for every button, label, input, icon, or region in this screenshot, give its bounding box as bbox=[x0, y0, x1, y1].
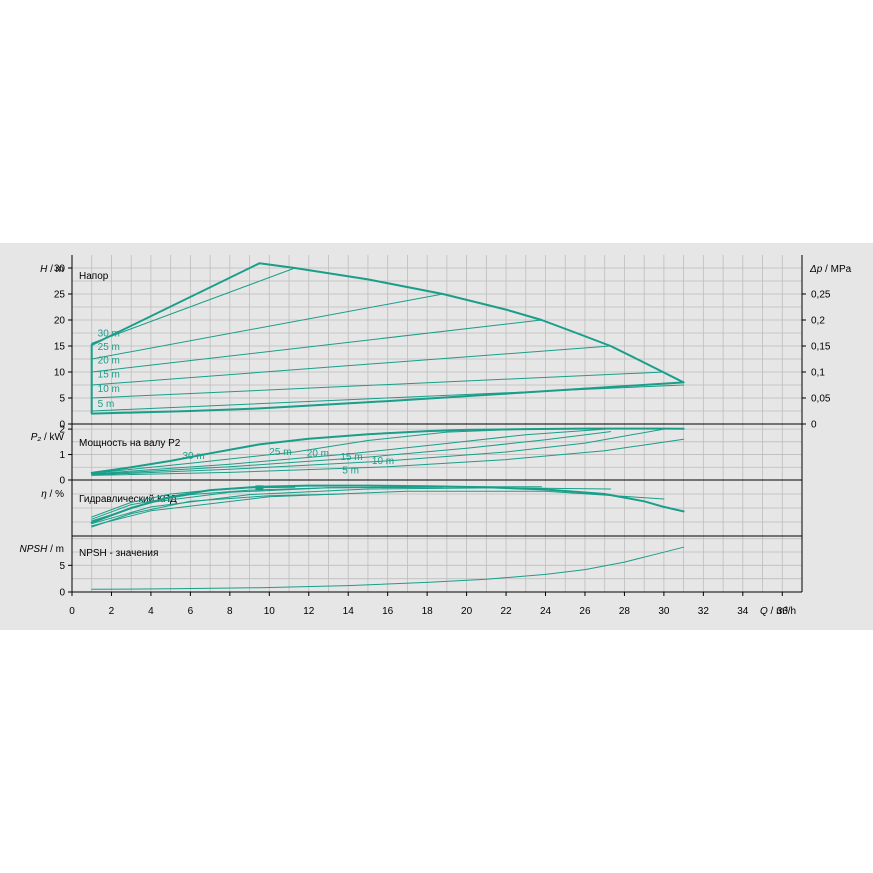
series-line bbox=[91, 428, 612, 475]
x-tick-label: 34 bbox=[737, 606, 749, 617]
series-line bbox=[91, 371, 665, 399]
x-tick-label: 14 bbox=[343, 606, 355, 617]
x-tick-label: 36 bbox=[777, 606, 789, 617]
curve-label: 25 m bbox=[98, 342, 120, 353]
y2-tick-label: 0 bbox=[811, 420, 817, 431]
y-tick-label: 5 bbox=[59, 394, 65, 405]
curve-label: 5 m bbox=[342, 466, 359, 477]
y-tick-label: 0 bbox=[59, 420, 65, 431]
x-tick-label: 28 bbox=[619, 606, 631, 617]
panel-title: Мощность на валу P2 bbox=[79, 438, 181, 449]
y-tick-label: 10 bbox=[54, 368, 66, 379]
x-tick-label: 0 bbox=[69, 606, 75, 617]
series-line bbox=[91, 293, 444, 360]
curve-label: 30 m bbox=[98, 329, 120, 340]
series-line bbox=[91, 267, 296, 344]
y-tick-label: 5 bbox=[59, 561, 65, 572]
curve-label: 25 m bbox=[269, 447, 291, 458]
y-tick-label: 0 bbox=[59, 476, 65, 487]
x-tick-label: 16 bbox=[382, 606, 394, 617]
curve-label: 10 m bbox=[98, 384, 120, 395]
series-line bbox=[91, 428, 527, 474]
series-line bbox=[90, 262, 685, 415]
y-tick-label: 25 bbox=[54, 290, 66, 301]
series-line bbox=[90, 427, 685, 474]
operating-point-marker bbox=[255, 485, 264, 491]
series-line bbox=[91, 428, 665, 476]
series-line bbox=[90, 484, 685, 524]
y-axis-label: H / m bbox=[40, 264, 64, 275]
y2-tick-label: 0,25 bbox=[811, 290, 831, 301]
y2-tick-label: 0,2 bbox=[811, 316, 825, 327]
series-line bbox=[91, 486, 543, 522]
y2-tick-label: 0,05 bbox=[811, 394, 831, 405]
x-tick-label: 24 bbox=[540, 606, 552, 617]
x-tick-label: 20 bbox=[461, 606, 473, 617]
curve-label: 30 m bbox=[182, 451, 204, 462]
panel-title: Напор bbox=[79, 271, 109, 282]
y-axis-label: η / % bbox=[41, 489, 64, 500]
panel-title: NPSH - значения bbox=[79, 548, 158, 559]
x-tick-label: 2 bbox=[109, 606, 115, 617]
y-tick-label: 0 bbox=[59, 588, 65, 599]
curve-label: 10 m bbox=[372, 456, 394, 467]
curve-label: 15 m bbox=[98, 370, 120, 381]
x-tick-label: 6 bbox=[188, 606, 194, 617]
series-line bbox=[91, 493, 345, 528]
x-axis-label: Q / m³/h bbox=[760, 606, 796, 617]
y-tick-label: 1 bbox=[59, 450, 65, 461]
x-tick-label: 32 bbox=[698, 606, 710, 617]
series-line bbox=[91, 345, 612, 386]
y-tick-label: 30 bbox=[54, 264, 66, 275]
y-tick-label: 2 bbox=[59, 425, 65, 436]
series-line bbox=[91, 431, 612, 475]
x-tick-label: 12 bbox=[303, 606, 315, 617]
x-tick-label: 4 bbox=[148, 606, 154, 617]
curve-label: 5 m bbox=[98, 399, 115, 410]
x-tick-label: 18 bbox=[422, 606, 434, 617]
y2-tick-label: 0,15 bbox=[811, 342, 831, 353]
y-tick-label: 20 bbox=[54, 316, 66, 327]
series-line bbox=[91, 319, 543, 373]
y2-axis-label: Δp / MPa bbox=[809, 264, 852, 275]
curve-label: 20 m bbox=[307, 449, 329, 460]
curve-label: 20 m bbox=[98, 356, 120, 367]
y-axis-label: NPSH / m bbox=[20, 544, 64, 555]
panel-title: Гидравлический КПД bbox=[79, 494, 177, 505]
x-tick-label: 22 bbox=[500, 606, 512, 617]
x-tick-label: 26 bbox=[579, 606, 591, 617]
series-line bbox=[91, 487, 612, 525]
series-line bbox=[91, 438, 685, 476]
y-tick-label: 15 bbox=[54, 342, 66, 353]
series-line bbox=[91, 546, 685, 590]
x-tick-label: 8 bbox=[227, 606, 233, 617]
curve-label: 15 m bbox=[340, 452, 362, 463]
x-tick-label: 10 bbox=[264, 606, 276, 617]
x-tick-label: 30 bbox=[658, 606, 670, 617]
y-axis-label: P₂ / kW bbox=[31, 432, 65, 443]
y2-tick-label: 0,1 bbox=[811, 368, 825, 379]
